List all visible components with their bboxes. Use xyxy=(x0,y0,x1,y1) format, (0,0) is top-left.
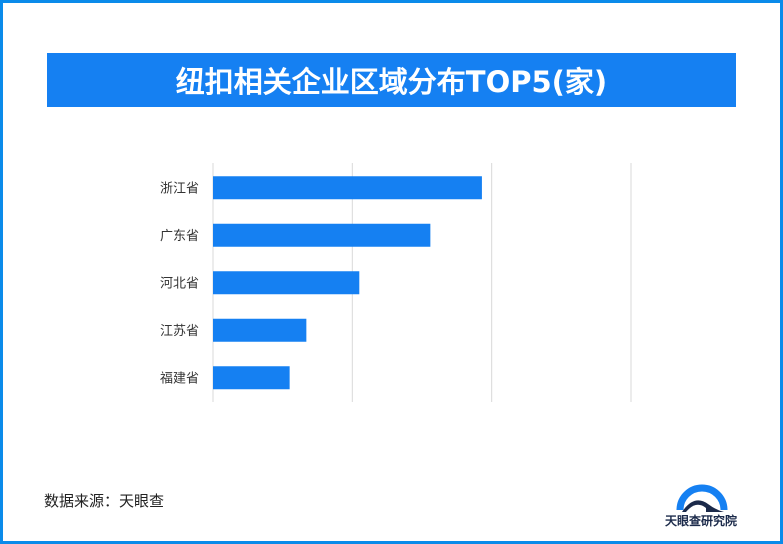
category-label-1: 广东省 xyxy=(160,229,199,244)
data-source-note: 数据来源：天眼查 xyxy=(44,492,165,510)
logo-text: 天眼查研究院 xyxy=(664,514,737,528)
bar-2 xyxy=(213,271,360,295)
category-label-0: 浙江省 xyxy=(160,181,199,196)
category-label-4: 福建省 xyxy=(160,371,199,386)
chart-title: 纽扣相关企业区域分布TOP5(家) xyxy=(47,53,736,107)
category-label-3: 江苏省 xyxy=(160,323,199,339)
category-label-2: 河北省 xyxy=(160,276,199,291)
tianyancha-logo-icon xyxy=(676,484,728,512)
bar-3 xyxy=(213,318,307,342)
bar-0 xyxy=(213,176,482,200)
bar-4 xyxy=(213,366,290,390)
bar-1 xyxy=(213,223,431,247)
